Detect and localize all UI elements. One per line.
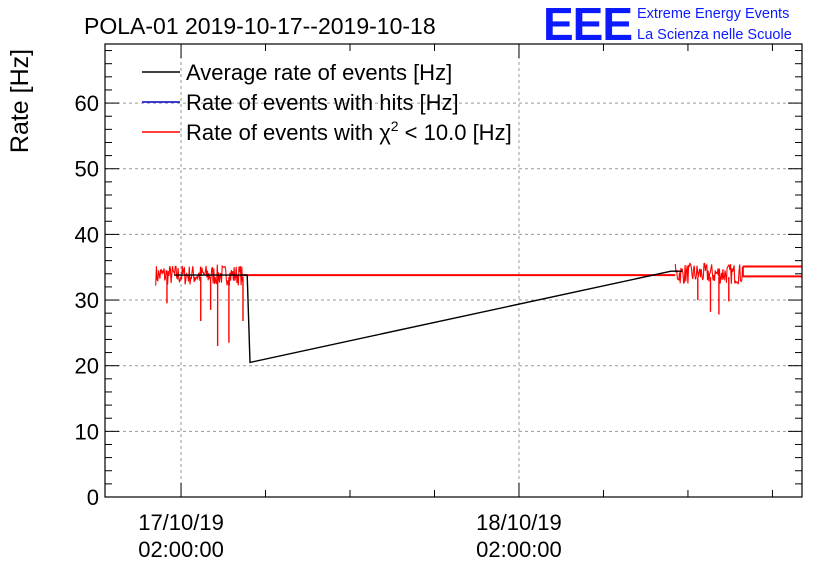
eee-logo: EEE Extreme Energy Events La Scienza nel… — [543, 0, 792, 50]
chart-title: POLA-01 2019-10-17--2019-10-18 — [84, 13, 436, 39]
eee-logo-line2: La Scienza nelle Scuole — [637, 27, 792, 43]
y-tick-label: 10 — [75, 419, 99, 444]
legend-label: Average rate of events [Hz] — [186, 60, 452, 85]
y-tick-label: 60 — [75, 91, 99, 116]
y-tick-label: 0 — [87, 485, 99, 510]
eee-logo-line1: Extreme Energy Events — [637, 6, 789, 22]
y-tick-label: 50 — [75, 157, 99, 182]
y-tick-label: 40 — [75, 222, 99, 247]
axis-ticks — [105, 44, 802, 498]
x-tick-label-time: 02:00:00 — [476, 537, 562, 562]
x-tick-label-date: 18/10/19 — [476, 510, 562, 535]
y-axis-label: Rate [Hz] — [6, 49, 34, 153]
grid-lines — [105, 44, 802, 497]
legend-label: Rate of events with χ2 < 10.0 [Hz] — [186, 118, 512, 145]
y-tick-label: 20 — [75, 354, 99, 379]
y-tick-label: 30 — [75, 288, 99, 313]
average-rate-line — [174, 270, 683, 364]
chi2-rate-noise-segment — [674, 262, 744, 285]
series-layer — [155, 262, 802, 364]
legend: Average rate of events [Hz] Rate of event… — [142, 60, 512, 145]
plot-frame — [104, 43, 803, 498]
chi2-rate-noise-segment — [155, 264, 244, 286]
eee-logo-mark: EEE — [543, 0, 632, 50]
tick-labels: 010203040506017/10/1902:00:0018/10/1902:… — [75, 91, 562, 562]
x-tick-label-time: 02:00:00 — [138, 537, 224, 562]
legend-label: Rate of events with hits [Hz] — [186, 90, 459, 115]
x-tick-label-date: 17/10/19 — [138, 510, 224, 535]
